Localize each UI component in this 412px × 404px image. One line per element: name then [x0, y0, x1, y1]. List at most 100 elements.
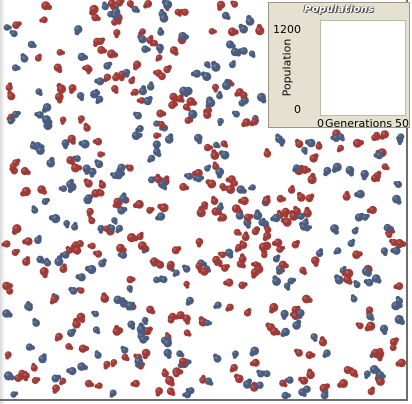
red-agent — [225, 303, 234, 312]
blue-agent — [46, 156, 55, 168]
blue-agent — [147, 81, 155, 91]
red-agent — [294, 138, 304, 149]
blue-agent — [281, 391, 292, 400]
red-agent — [238, 91, 248, 99]
red-agent — [165, 375, 175, 387]
red-agent — [100, 292, 110, 303]
populations-plot[interactable]: Populations 1200 0 Population 0 Generati… — [268, 2, 410, 130]
blue-agent — [66, 367, 77, 376]
red-agent — [113, 29, 121, 39]
blue-agent — [136, 322, 146, 334]
red-agent — [22, 237, 33, 246]
red-agent — [83, 122, 91, 132]
blue-agent — [84, 264, 97, 275]
red-agent — [98, 179, 107, 189]
red-agent — [183, 329, 192, 337]
blue-agent — [76, 92, 85, 102]
red-agent — [241, 231, 250, 242]
blue-agent — [245, 14, 255, 26]
red-agent — [281, 207, 290, 219]
blue-agent — [363, 370, 371, 379]
blue-agent — [41, 197, 51, 205]
blue-agent — [94, 350, 102, 359]
y-axis-min-label: 0 — [294, 103, 301, 116]
red-agent — [210, 195, 219, 205]
blue-agent — [44, 257, 52, 267]
red-agent — [243, 308, 252, 317]
red-agent — [97, 188, 105, 197]
blue-agent — [299, 221, 308, 231]
red-agent — [238, 196, 249, 206]
blue-agent — [213, 301, 222, 309]
red-agent — [77, 115, 85, 124]
blue-agent — [280, 309, 289, 320]
red-agent — [169, 46, 179, 56]
red-agent — [241, 118, 251, 128]
red-agent — [389, 337, 399, 346]
blue-agent — [253, 209, 263, 220]
red-agent — [184, 117, 194, 124]
red-agent — [20, 167, 31, 176]
red-agent — [76, 287, 85, 294]
red-agent — [195, 262, 203, 272]
blue-agent — [218, 150, 230, 160]
red-agent — [355, 322, 364, 330]
blue-agent — [51, 374, 62, 383]
blue-agent — [272, 254, 281, 263]
blue-agent — [172, 269, 180, 277]
blue-agent — [92, 326, 101, 335]
red-agent — [115, 0, 125, 7]
blue-agent — [31, 205, 39, 214]
red-agent — [167, 315, 175, 324]
red-agent — [78, 344, 90, 353]
blue-agent — [292, 164, 301, 173]
red-agent — [182, 314, 191, 325]
red-agent — [318, 336, 328, 347]
red-agent — [84, 379, 95, 388]
blue-agent — [391, 301, 403, 311]
blue-agent — [248, 184, 256, 191]
red-agent — [271, 238, 283, 247]
blue-agent — [345, 165, 355, 177]
blue-agent — [225, 40, 236, 49]
red-agent — [39, 16, 48, 24]
blue-agent — [164, 133, 174, 144]
blue-agent — [3, 371, 15, 381]
blue-agent — [190, 69, 201, 78]
red-agent — [217, 213, 227, 222]
blue-agent — [275, 133, 284, 144]
red-agent — [203, 109, 212, 119]
red-agent — [305, 193, 315, 203]
red-agent — [309, 153, 319, 163]
blue-agent — [58, 185, 68, 193]
blue-agent — [393, 180, 403, 189]
blue-agent — [101, 1, 109, 11]
red-agent — [59, 263, 68, 273]
blue-agent — [204, 377, 214, 386]
red-agent — [94, 382, 103, 390]
red-agent — [112, 72, 120, 82]
blue-agent — [283, 282, 291, 291]
blue-agent — [248, 50, 256, 58]
blue-agent — [159, 275, 168, 284]
red-agent — [307, 172, 317, 185]
blue-agent — [35, 88, 43, 96]
blue-agent — [92, 88, 99, 97]
red-agent — [110, 359, 118, 368]
red-agent — [210, 149, 220, 160]
red-agent — [167, 260, 175, 271]
blue-agent — [238, 23, 248, 34]
red-agent — [227, 27, 239, 37]
blue-agent — [26, 303, 33, 312]
blue-agent — [287, 277, 297, 285]
red-agent — [224, 185, 236, 194]
blue-agent — [333, 247, 342, 255]
blue-agent — [131, 5, 140, 13]
red-agent — [230, 180, 239, 187]
red-agent — [111, 85, 119, 94]
red-agent — [157, 70, 166, 81]
red-agent — [302, 294, 313, 304]
red-agent — [137, 241, 149, 251]
blue-agent — [85, 194, 92, 203]
plot-area — [320, 20, 406, 116]
